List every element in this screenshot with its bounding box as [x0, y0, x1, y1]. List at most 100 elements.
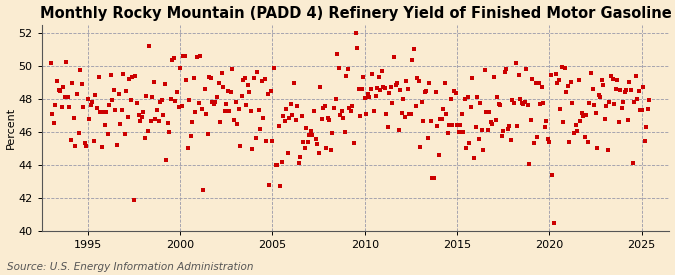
Point [543, 136, 554, 141]
Point [236, 94, 247, 98]
Point [352, 46, 362, 50]
Point [312, 141, 323, 146]
Point [502, 127, 513, 131]
Point [538, 101, 549, 106]
Point [90, 93, 101, 97]
Point [522, 103, 533, 108]
Point [376, 69, 387, 73]
Point [535, 102, 545, 106]
Point [392, 81, 402, 85]
Point [302, 140, 313, 144]
Point [163, 121, 173, 125]
Point [301, 126, 312, 131]
Point [161, 157, 171, 162]
Point [436, 117, 447, 122]
Point [230, 100, 241, 104]
Point [47, 112, 58, 116]
Point [348, 141, 359, 145]
Point [586, 71, 597, 76]
Point [69, 116, 80, 120]
Point [379, 86, 390, 90]
Point [184, 98, 194, 103]
Point [299, 145, 310, 150]
Point [537, 84, 547, 89]
Point [627, 161, 638, 166]
Point [87, 100, 98, 104]
Point [99, 123, 110, 127]
Point [70, 144, 81, 148]
Point [433, 152, 444, 157]
Point [394, 127, 404, 132]
Point [530, 81, 541, 86]
Point [330, 97, 341, 101]
Point [456, 112, 467, 117]
Point [526, 117, 537, 122]
Point [290, 118, 301, 122]
Point [416, 100, 427, 104]
Point [182, 146, 193, 150]
Point [633, 89, 644, 94]
Point [178, 54, 188, 58]
Point [135, 119, 146, 123]
Point [81, 144, 92, 148]
Point [150, 117, 161, 121]
Point [446, 97, 456, 101]
Point [541, 119, 551, 123]
Point [529, 141, 539, 145]
Point [298, 140, 308, 144]
Point [319, 104, 330, 108]
Point [590, 110, 601, 115]
Point [496, 134, 507, 138]
Point [315, 85, 325, 89]
Point [276, 160, 287, 164]
Point [124, 77, 135, 81]
Point [327, 131, 338, 135]
Point [487, 122, 498, 126]
Point [626, 88, 637, 92]
Point [323, 116, 333, 120]
Point [515, 97, 526, 101]
Point [551, 81, 562, 86]
Point [421, 89, 432, 94]
Point [65, 138, 76, 142]
Point [49, 120, 59, 125]
Point [601, 103, 612, 108]
Point [485, 120, 496, 125]
Point [286, 102, 296, 106]
Point [194, 54, 205, 58]
Point [562, 84, 573, 88]
Point [58, 85, 69, 89]
Point [475, 101, 485, 105]
Point [596, 78, 607, 82]
Point [232, 122, 242, 127]
Point [59, 95, 70, 99]
Point [221, 102, 232, 106]
Point [432, 124, 443, 128]
Title: Monthly Rocky Mountain (PADD 4) Refinery Yield of Finished Motor Gasoline: Monthly Rocky Mountain (PADD 4) Refinery… [40, 6, 672, 21]
Point [180, 53, 190, 58]
Point [271, 163, 282, 167]
Point [253, 108, 264, 113]
Point [292, 104, 302, 109]
Point [396, 110, 407, 115]
Point [121, 89, 132, 93]
Point [599, 117, 610, 121]
Point [587, 87, 598, 91]
Point [504, 124, 515, 128]
Point [435, 117, 446, 122]
Point [270, 163, 281, 167]
Point [455, 123, 466, 127]
Point [604, 100, 615, 104]
Point [545, 73, 556, 77]
Point [167, 58, 178, 62]
Point [325, 148, 336, 153]
Point [460, 97, 470, 101]
Point [356, 87, 367, 91]
Point [107, 98, 118, 102]
Point [93, 75, 104, 79]
Text: Source: U.S. Energy Information Administration: Source: U.S. Energy Information Administ… [7, 262, 253, 272]
Point [493, 101, 504, 106]
Point [533, 81, 544, 86]
Point [632, 97, 643, 101]
Point [484, 110, 495, 115]
